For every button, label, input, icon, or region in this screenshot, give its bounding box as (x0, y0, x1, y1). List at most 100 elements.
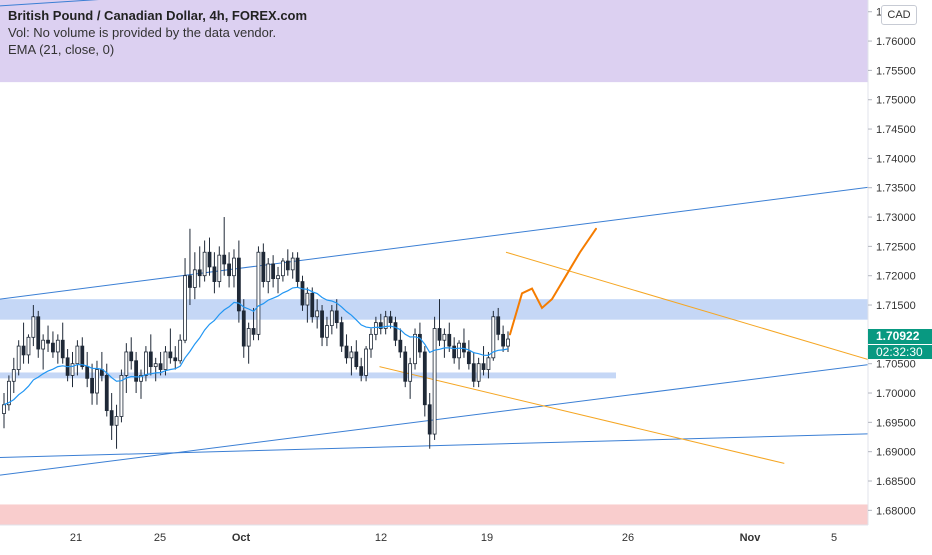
candle-body (144, 351, 148, 376)
candle-body (354, 351, 359, 368)
candle-body (393, 322, 398, 341)
candle-body (271, 263, 276, 280)
candle-body (60, 339, 65, 359)
candle-body (383, 316, 388, 329)
projection-path (509, 227, 597, 336)
candle-body (51, 342, 55, 353)
time-tick-label: Oct (232, 532, 251, 544)
candle-body (378, 322, 383, 329)
candle-body (339, 322, 344, 347)
candle-body (26, 336, 31, 356)
candle-body (139, 375, 143, 382)
countdown-badge: 02:32:30 (868, 345, 932, 359)
candle-body (437, 328, 442, 341)
candle-body (266, 263, 271, 282)
candle-body (329, 310, 334, 326)
trendline-channel-lower (0, 355, 932, 476)
candle-body (295, 257, 300, 282)
candle-body (80, 345, 85, 368)
symbol-title: British Pound / Canadian Dollar, 4h, FOR… (8, 8, 308, 23)
time-tick-label: 26 (622, 532, 634, 544)
candle-body (422, 351, 427, 406)
candle-body (457, 342, 461, 359)
candle-body (481, 363, 486, 370)
candle-body (506, 338, 510, 347)
ema-line (3, 286, 509, 406)
candle-body (364, 348, 368, 376)
candle-body (300, 281, 305, 306)
candle-body (134, 360, 139, 382)
candle-body (256, 251, 261, 335)
ema-label[interactable]: EMA (21, close, 0) (8, 42, 115, 57)
candle-body (261, 251, 266, 282)
candle-body (471, 363, 476, 382)
candle-body (320, 310, 324, 338)
candle-body (192, 269, 197, 288)
candle-body (16, 345, 21, 370)
candle-body (183, 275, 187, 341)
time-tick-label: 19 (481, 532, 493, 544)
candle-body (2, 404, 6, 414)
candle-body (369, 333, 373, 350)
price-tick-label: 1.74500 (876, 124, 916, 136)
candle-body (227, 263, 231, 277)
support-band (0, 372, 616, 379)
price-tick-label: 1.68500 (876, 476, 916, 488)
candle-body (163, 351, 168, 370)
candle-body (246, 328, 251, 347)
price-tick-label: 1.69000 (876, 447, 916, 459)
candle-body (197, 269, 202, 277)
candle-body (90, 377, 94, 394)
trendline-top-line (0, 0, 99, 7)
candle-body (6, 380, 11, 406)
candle-body (325, 325, 329, 338)
last-price-badge: 1.70922 (868, 329, 932, 344)
candle-body (232, 257, 236, 277)
price-tick-label: 1.76000 (876, 36, 916, 48)
price-tick-label: 1.72000 (876, 271, 916, 283)
candle-body (251, 328, 256, 335)
chart-legend: British Pound / Canadian Dollar, 4h, FOR… (8, 7, 307, 58)
candle-body (432, 328, 437, 435)
candle-body (476, 363, 481, 382)
price-tick-label: 1.74000 (876, 153, 916, 165)
upper-purple-zone (0, 0, 868, 83)
candle-body (241, 310, 246, 347)
price-tick-label: 1.73500 (876, 183, 916, 195)
candle-body (276, 275, 280, 280)
candle-body (486, 357, 491, 370)
candle-body (70, 363, 75, 376)
time-tick-label: 25 (154, 532, 166, 544)
candle-body (398, 339, 403, 353)
candle-body (281, 260, 285, 277)
candle-body (178, 339, 183, 362)
candle-body (285, 260, 290, 271)
candle-body (168, 351, 173, 359)
candle-body (31, 316, 36, 338)
candle-body (207, 251, 212, 268)
candle-body (148, 351, 153, 368)
candle-body (129, 351, 134, 362)
time-tick-label: 12 (375, 532, 387, 544)
candle-body (491, 316, 496, 359)
candle-body (36, 316, 41, 350)
volume-note: Vol: No volume is provided by the data v… (8, 25, 277, 40)
candle-body (305, 292, 310, 306)
currency-button[interactable]: CAD (881, 5, 917, 25)
candle-body (202, 251, 207, 277)
price-tick-label: 1.73000 (876, 212, 916, 224)
candle-body (427, 404, 432, 435)
candle-body (452, 345, 457, 359)
candle-body (55, 339, 60, 353)
price-tick-label: 1.72500 (876, 241, 916, 253)
candle-body (373, 322, 378, 335)
price-tick-label: 1.70000 (876, 388, 916, 400)
time-tick-label: Nov (740, 532, 762, 544)
bottom-red-zone (0, 504, 868, 525)
price-tick-label: 1.75000 (876, 95, 916, 107)
candle-body (217, 254, 222, 282)
candle-body (496, 316, 501, 335)
candle-body (158, 363, 163, 370)
